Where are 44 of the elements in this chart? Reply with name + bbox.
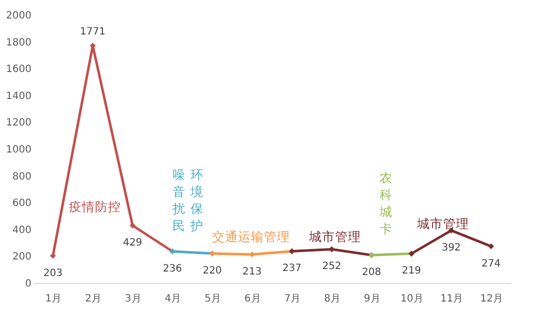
data-label: 252 bbox=[322, 261, 342, 272]
annotation: 疫情防控 bbox=[69, 199, 121, 214]
annotation: 农科城卡 bbox=[378, 170, 392, 236]
x-tick-label: 1月 bbox=[45, 294, 62, 304]
data-label: 203 bbox=[43, 268, 62, 279]
y-tick-label: 1200 bbox=[6, 118, 32, 129]
annotation: 交通运输管理 bbox=[212, 229, 290, 244]
y-tick-label: 200 bbox=[12, 252, 32, 263]
data-label: 274 bbox=[482, 258, 501, 270]
point bbox=[488, 243, 494, 250]
y-tick-label: 0 bbox=[25, 278, 32, 290]
y-tick-label: 1000 bbox=[6, 144, 32, 156]
x-tick-label: 5月 bbox=[204, 294, 221, 304]
x-tick-label: 12月 bbox=[480, 294, 503, 304]
y-tick-label: 1600 bbox=[6, 64, 32, 76]
x-tick-label: 11月 bbox=[440, 294, 464, 304]
data-label: 237 bbox=[282, 263, 302, 274]
x-tick-label: 8月 bbox=[324, 294, 340, 304]
x-tick-label: 4月 bbox=[164, 294, 182, 304]
y-tick-label: 400 bbox=[12, 224, 32, 236]
y-tick-label: 2000 bbox=[6, 10, 32, 22]
x-tick-label: 7月 bbox=[284, 294, 301, 304]
y-tick-label: 1400 bbox=[6, 90, 32, 102]
y-tick-label: 600 bbox=[12, 198, 32, 210]
data-label: 208 bbox=[362, 267, 382, 278]
data-label: 236 bbox=[162, 263, 182, 274]
annotation: 噪音扰民 bbox=[172, 167, 186, 233]
data-label: 429 bbox=[123, 238, 142, 249]
annotation: 城市管理 bbox=[308, 229, 361, 244]
data-label: 392 bbox=[442, 242, 461, 254]
y-tick-label: 1800 bbox=[6, 37, 32, 48]
annotation: 环境保护 bbox=[190, 167, 204, 233]
data-label: 213 bbox=[242, 266, 262, 278]
data-label: 220 bbox=[202, 266, 222, 277]
x-tick-label: 2月 bbox=[85, 294, 102, 304]
annotation: 城市管理 bbox=[416, 216, 469, 231]
x-tick-label: 10月 bbox=[400, 294, 424, 304]
x-tick-label: 6月 bbox=[244, 294, 261, 304]
point bbox=[130, 222, 136, 228]
y-tick-label: 800 bbox=[12, 171, 32, 182]
x-tick-label: 3月 bbox=[124, 294, 142, 304]
data-label: 1771 bbox=[80, 26, 106, 38]
data-label: 219 bbox=[402, 266, 421, 277]
x-tick-label: 9月 bbox=[364, 294, 380, 304]
